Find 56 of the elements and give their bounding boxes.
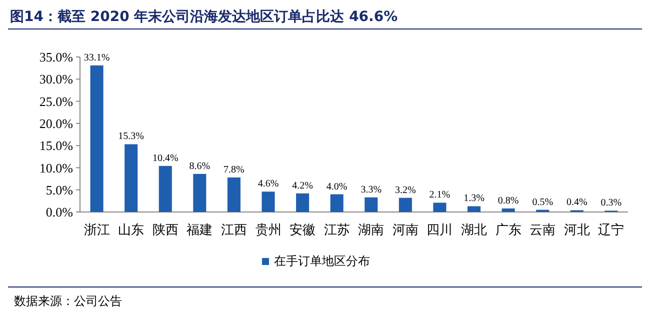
x-tick-label: 江西 [220,223,247,238]
data-label: 4.2% [292,180,313,192]
x-tick-label: 江苏 [324,223,350,238]
y-tick-label: 0.0% [46,204,74,220]
chart-title: 图14：截至 2020 年末公司沿海发达地区订单占比达 46.6% [10,9,398,25]
y-tick-label: 10.0% [39,160,74,176]
x-tick-label: 浙江 [84,223,110,238]
data-label: 4.6% [258,178,279,190]
x-tick-label: 广东 [495,223,522,238]
data-label: 15.3% [118,131,144,142]
x-tick-label: 湖北 [461,223,488,238]
x-tick-label: 辽宁 [598,222,624,238]
bar [468,206,481,212]
data-label: 2.1% [429,190,450,201]
bar [193,174,206,212]
y-tick-label: 15.0% [39,138,74,154]
y-tick-label: 30.0% [39,72,74,87]
bar [296,193,310,212]
bar [502,208,515,212]
bar [158,166,172,212]
x-tick-label: 福建 [186,223,213,238]
x-tick-label: 四川 [426,223,453,238]
x-tick-label: 陕西 [152,223,178,238]
bar [262,192,275,212]
bar [364,197,378,212]
data-label: 4.0% [326,181,348,192]
data-label: 8.6% [189,160,210,172]
x-tick-label: 山东 [118,223,144,238]
data-label: 10.4% [152,152,178,164]
data-label: 0.3% [600,198,622,209]
y-tick-label: 25.0% [39,94,74,109]
data-label: 7.8% [224,164,244,176]
x-tick-label: 河北 [564,223,590,238]
data-label: 3.3% [360,184,382,196]
legend-label: 在手订单地区分布 [274,254,370,268]
x-tick-label: 贵州 [255,223,282,238]
source-note: 数据来源：公司公告 [14,294,122,308]
data-label: 0.5% [532,196,554,208]
data-label: 0.8% [498,195,519,206]
bar [227,177,240,212]
bar [433,202,446,212]
bar [330,194,344,212]
bar [90,65,104,212]
y-tick-label: 5.0% [46,182,74,198]
data-label: 0.4% [566,197,588,208]
bar [398,198,412,212]
bar [124,144,138,212]
x-tick-label: 云南 [530,223,556,238]
x-tick-label: 河南 [392,223,418,238]
x-tick-label: 安徽 [290,222,316,238]
data-label: 1.3% [464,193,484,204]
data-label: 33.1% [84,52,110,64]
y-tick-label: 20.0% [39,116,74,131]
data-label: 3.2% [395,184,416,196]
x-tick-label: 湖南 [358,223,384,238]
y-tick-label: 35.0% [39,50,74,65]
